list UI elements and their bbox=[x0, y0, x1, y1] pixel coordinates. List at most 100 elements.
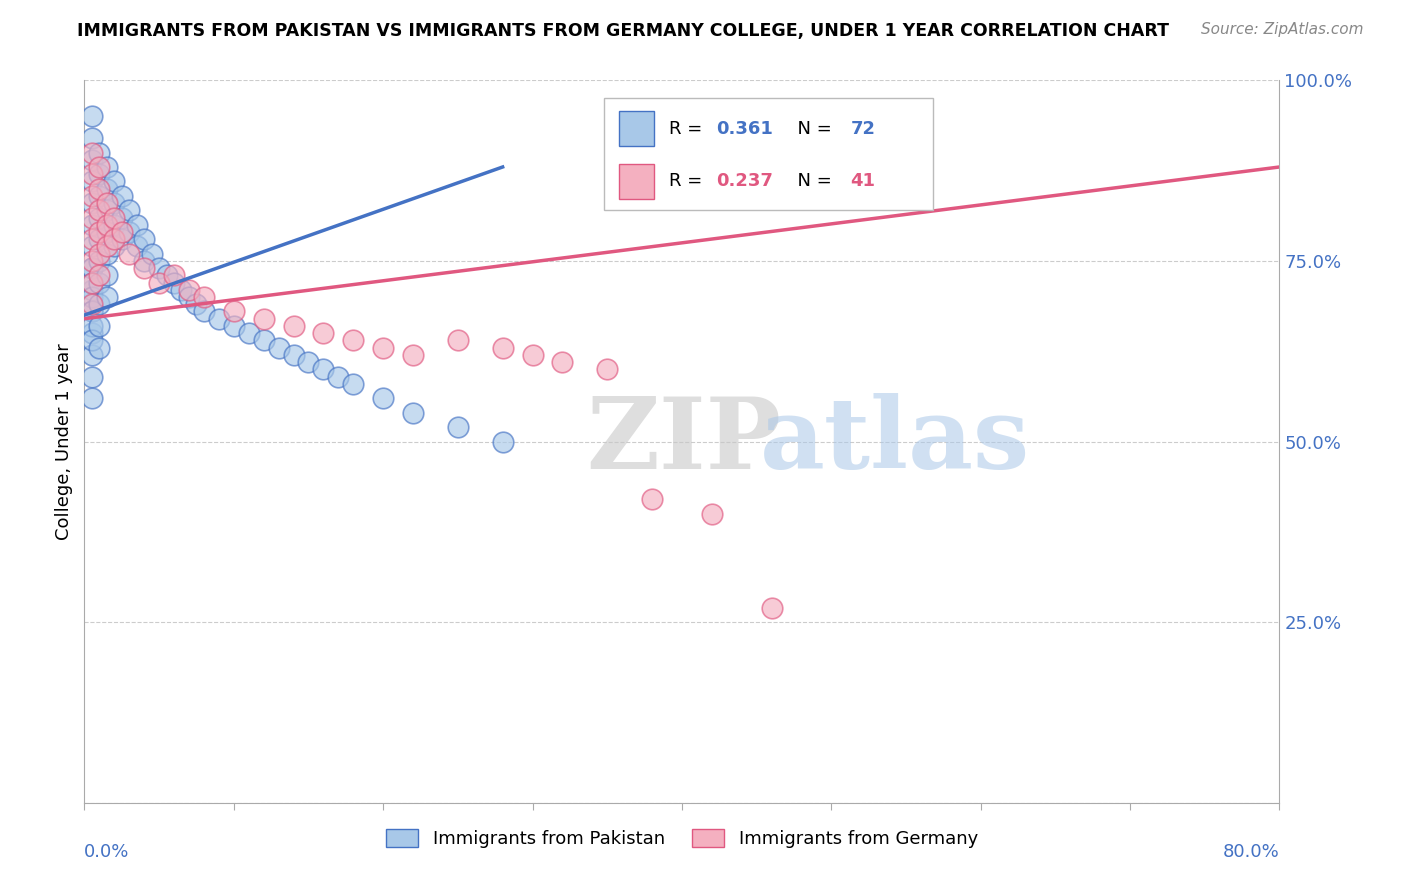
Point bbox=[125, 239, 148, 253]
Point bbox=[312, 326, 335, 340]
Point bbox=[253, 311, 276, 326]
Point bbox=[80, 391, 103, 405]
Point bbox=[80, 348, 103, 362]
Point bbox=[283, 348, 305, 362]
Point bbox=[96, 239, 118, 253]
Point bbox=[89, 225, 111, 239]
Point bbox=[492, 341, 515, 355]
Point bbox=[80, 153, 103, 167]
Point bbox=[103, 218, 125, 232]
Point bbox=[761, 600, 783, 615]
Point bbox=[89, 182, 111, 196]
Point bbox=[89, 318, 111, 333]
Point bbox=[89, 268, 111, 283]
Point bbox=[96, 218, 118, 232]
Point bbox=[253, 334, 276, 348]
Point bbox=[96, 246, 118, 260]
Point bbox=[80, 261, 103, 276]
FancyBboxPatch shape bbox=[619, 112, 654, 146]
Point bbox=[177, 290, 200, 304]
Point bbox=[328, 369, 350, 384]
Point bbox=[103, 239, 125, 253]
Point bbox=[80, 276, 103, 290]
Point bbox=[163, 268, 186, 283]
Point bbox=[155, 268, 177, 283]
Point bbox=[89, 297, 111, 311]
Point bbox=[89, 232, 111, 246]
Point bbox=[80, 326, 103, 340]
Point bbox=[297, 355, 319, 369]
Point bbox=[80, 304, 103, 318]
Point bbox=[80, 211, 103, 225]
Y-axis label: College, Under 1 year: College, Under 1 year bbox=[55, 343, 73, 540]
Point bbox=[402, 406, 425, 420]
Point bbox=[283, 318, 305, 333]
Point bbox=[492, 434, 515, 449]
Point bbox=[373, 391, 395, 405]
Point bbox=[141, 246, 163, 260]
Point bbox=[222, 304, 245, 318]
Text: 41: 41 bbox=[851, 172, 876, 190]
Point bbox=[132, 253, 156, 268]
Point bbox=[148, 276, 170, 290]
Point bbox=[96, 268, 118, 283]
Point bbox=[522, 348, 544, 362]
Point bbox=[89, 189, 111, 203]
Point bbox=[96, 196, 118, 211]
Point bbox=[80, 196, 103, 211]
Point bbox=[193, 290, 215, 304]
Point bbox=[103, 211, 125, 225]
Point bbox=[80, 276, 103, 290]
Text: 72: 72 bbox=[851, 120, 876, 137]
Text: N =: N = bbox=[786, 120, 838, 137]
Point bbox=[177, 283, 200, 297]
Text: 0.361: 0.361 bbox=[717, 120, 773, 137]
Point bbox=[80, 318, 103, 333]
Legend: Immigrants from Pakistan, Immigrants from Germany: Immigrants from Pakistan, Immigrants fro… bbox=[378, 822, 986, 855]
Point bbox=[89, 203, 111, 218]
Point bbox=[267, 341, 290, 355]
Point bbox=[373, 341, 395, 355]
Point bbox=[148, 261, 170, 276]
Point bbox=[80, 304, 103, 318]
Text: Source: ZipAtlas.com: Source: ZipAtlas.com bbox=[1201, 22, 1364, 37]
Text: 0.0%: 0.0% bbox=[84, 843, 129, 861]
FancyBboxPatch shape bbox=[605, 98, 934, 211]
Point bbox=[103, 196, 125, 211]
Text: atlas: atlas bbox=[759, 393, 1029, 490]
Point bbox=[596, 362, 619, 376]
Point bbox=[132, 261, 156, 276]
Point bbox=[111, 225, 134, 239]
Point bbox=[89, 160, 111, 174]
Point bbox=[170, 283, 193, 297]
Point bbox=[551, 355, 574, 369]
FancyBboxPatch shape bbox=[619, 164, 654, 199]
Text: 80.0%: 80.0% bbox=[1223, 843, 1279, 861]
Point bbox=[700, 507, 723, 521]
Point bbox=[80, 253, 103, 268]
Point bbox=[80, 290, 103, 304]
Point bbox=[96, 160, 118, 174]
Text: N =: N = bbox=[786, 172, 838, 190]
Point bbox=[89, 341, 111, 355]
Text: R =: R = bbox=[669, 120, 707, 137]
Point bbox=[111, 189, 134, 203]
Point bbox=[163, 276, 186, 290]
Text: ZIP: ZIP bbox=[586, 393, 782, 490]
Point bbox=[96, 203, 118, 218]
Point bbox=[80, 239, 103, 253]
Point bbox=[89, 167, 111, 181]
Point bbox=[89, 246, 111, 260]
Point bbox=[222, 318, 245, 333]
Point bbox=[111, 211, 134, 225]
Point bbox=[80, 189, 103, 203]
Point bbox=[80, 110, 103, 124]
Text: R =: R = bbox=[669, 172, 707, 190]
Point bbox=[80, 131, 103, 145]
Point bbox=[80, 261, 103, 276]
Point bbox=[80, 145, 103, 160]
Point bbox=[80, 167, 103, 181]
Point bbox=[89, 145, 111, 160]
Point bbox=[80, 334, 103, 348]
Point bbox=[186, 297, 208, 311]
